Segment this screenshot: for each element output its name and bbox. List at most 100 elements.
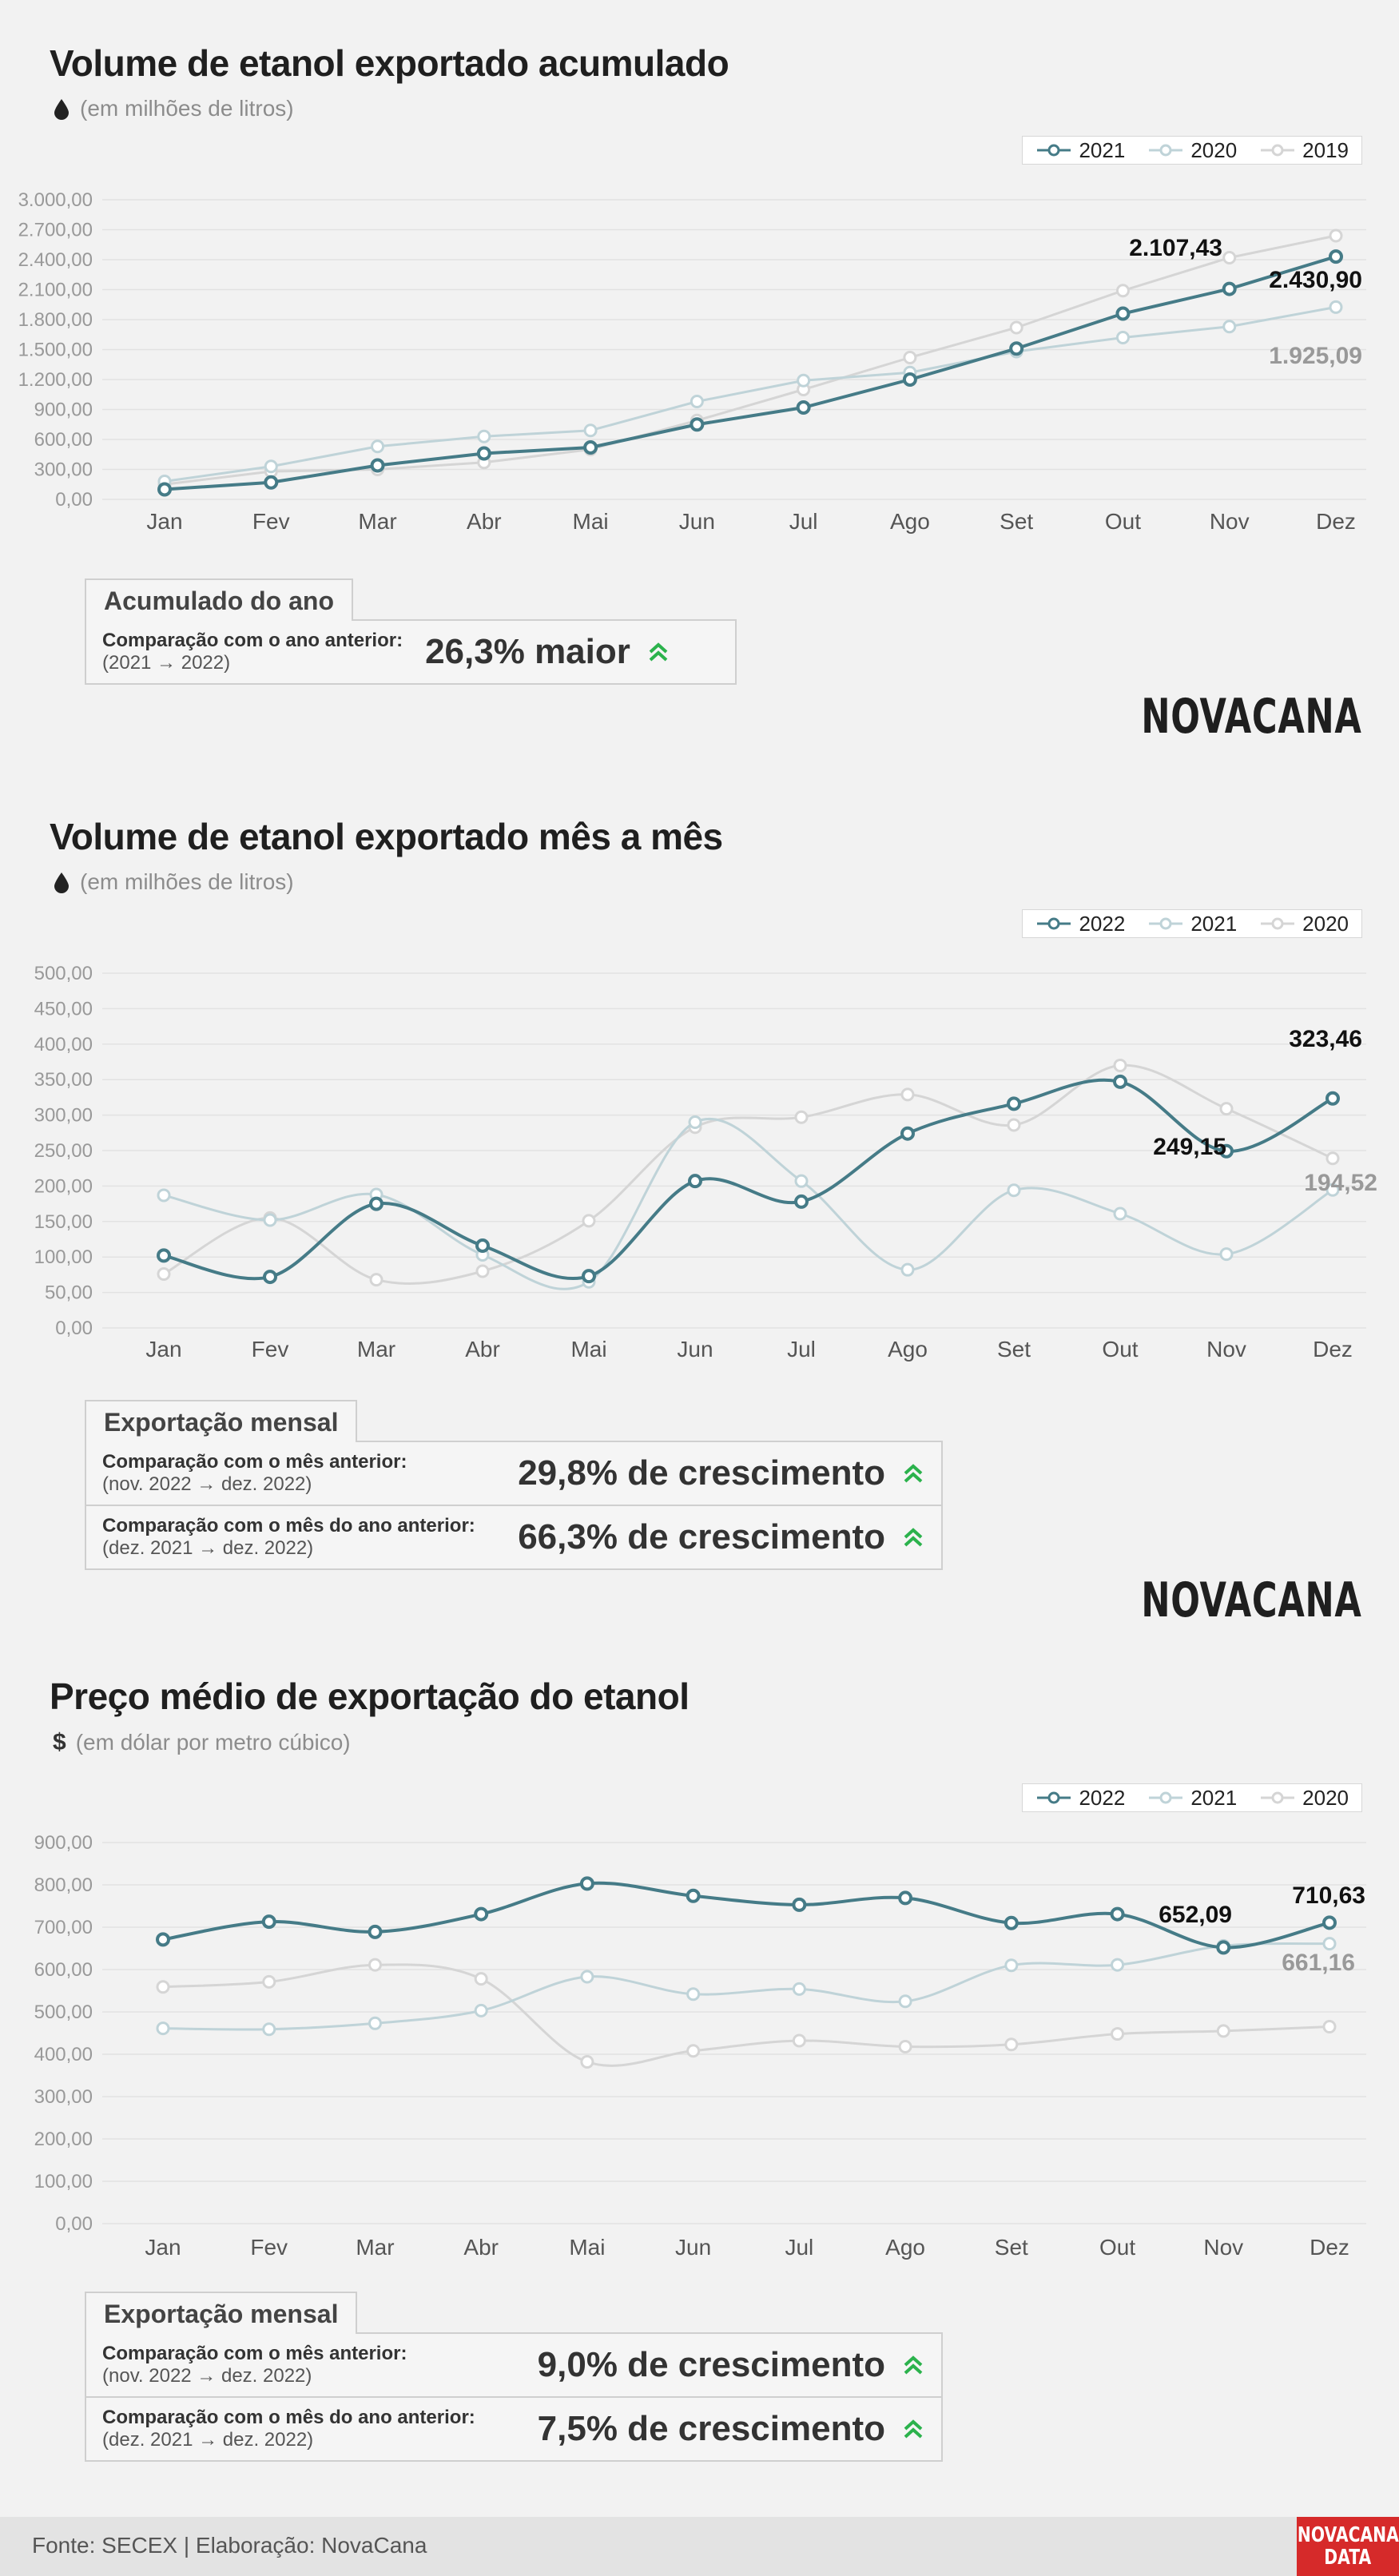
row-value: 66,3% de crescimento — [518, 1517, 925, 1557]
legend-item-2022: 2022 — [1035, 1786, 1125, 1811]
data-point-2022 — [1219, 1143, 1234, 1159]
legend-label: 2020 — [1302, 1785, 1349, 1810]
data-point-2020 — [900, 1087, 915, 1102]
row-value: 9,0% de crescimento — [538, 2345, 925, 2385]
double-chevron-up-icon — [904, 1528, 923, 1547]
summary-box: Acumulado do ano Comparação com o ano an… — [85, 577, 737, 685]
data-point-2021 — [898, 1994, 912, 2009]
y-tick-label: 300,00 — [34, 2086, 93, 2108]
y-tick-label: 1.200,00 — [18, 369, 93, 391]
chart-title: Preço médio de exportação do etanol — [50, 1676, 690, 1717]
y-tick-label: 0,00 — [55, 489, 93, 511]
data-point-2021 — [157, 482, 172, 497]
row-label: Comparação com o mês do ano anterior: — [102, 1515, 475, 1536]
data-point-2020 — [580, 2055, 594, 2069]
x-tick-label: Jun — [675, 2235, 711, 2260]
data-point-2020 — [369, 1273, 384, 1287]
x-tick-label: Nov — [1203, 2235, 1243, 2260]
data-point-2022 — [263, 1270, 277, 1285]
y-tick-label: 100,00 — [34, 2171, 93, 2192]
data-point-2022 — [1110, 1906, 1125, 1922]
data-point-2021 — [262, 2022, 276, 2037]
row-value-text: 7,5% de crescimento — [537, 2409, 885, 2448]
row-period: (dez. 2021 → dez. 2022) — [102, 2429, 314, 2451]
data-point-2020 — [262, 1974, 276, 1989]
data-point-2020 — [1216, 2024, 1230, 2038]
chart-cumulative: 0,00 300,00 600,00 900,00 1.200,00 1.500,00 1.… — [18, 189, 1366, 534]
data-point-2022 — [792, 1897, 807, 1912]
data-point-2020 — [1111, 2027, 1125, 2041]
footer-logo-line1: NOVACANA — [1297, 2523, 1399, 2547]
footer-logo: NOVACANA DATA — [1297, 2517, 1399, 2576]
x-tick-label: Jul — [789, 509, 818, 534]
data-label: 710,63 — [1292, 1882, 1365, 1909]
legend-item-2021: 2021 — [1035, 138, 1125, 163]
data-point-2020 — [474, 1972, 488, 1986]
data-point-2021 — [1325, 1183, 1340, 1197]
data-point-2022 — [1007, 1096, 1021, 1111]
y-tick-label: 300,00 — [34, 459, 93, 481]
double-chevron-up-icon — [649, 642, 668, 662]
y-tick-label: 200,00 — [34, 2129, 93, 2150]
legend-item-2020: 2020 — [1259, 1786, 1349, 1811]
x-tick-label: Fev — [252, 509, 290, 534]
y-tick-label: 450,00 — [34, 998, 93, 1020]
x-tick-label: Jul — [787, 1337, 816, 1362]
row-period: (nov. 2022 → dez. 2022) — [102, 2365, 312, 2387]
data-point-2022 — [688, 1174, 702, 1189]
legend-label: 2021 — [1190, 911, 1238, 936]
unit-label: (em dólar por metro cúbico) — [75, 1730, 351, 1755]
data-label: 2.430,90 — [1269, 267, 1362, 293]
data-point-2022 — [898, 1890, 913, 1906]
x-tick-label: Set — [1000, 509, 1033, 534]
x-tick-label: Jul — [785, 2235, 813, 2260]
x-tick-label: Abr — [465, 1337, 500, 1362]
chart-legend: 2022 2021 2020 — [1022, 1783, 1362, 1812]
legend-swatch — [1037, 917, 1071, 930]
x-tick-label: Jun — [677, 1337, 713, 1362]
y-tick-label: 0,00 — [55, 1318, 93, 1339]
row-value-text: 9,0% de crescimento — [537, 2345, 885, 2384]
x-tick-label: Out — [1099, 2235, 1135, 2260]
data-point-2021 — [583, 440, 598, 455]
data-point-2021 — [794, 1174, 809, 1188]
data-point-2021 — [688, 1115, 702, 1129]
x-tick-label: Mar — [357, 1337, 395, 1362]
data-point-2020 — [1222, 320, 1237, 334]
data-point-2021 — [264, 475, 279, 490]
data-point-2020 — [264, 459, 278, 474]
x-tick-label: Fev — [250, 2235, 288, 2260]
x-tick-label: Abr — [463, 2235, 499, 2260]
row-label: Comparação com o mês anterior: — [102, 1451, 407, 1473]
legend-swatch — [1037, 1791, 1071, 1804]
series-line-2019 — [164, 234, 1337, 486]
data-point-2020 — [1113, 1058, 1127, 1072]
data-point-2020 — [792, 2033, 806, 2048]
data-point-2020 — [1007, 1118, 1021, 1132]
data-point-2020 — [1004, 2037, 1019, 2052]
y-tick-label: 300,00 — [34, 1105, 93, 1127]
data-point-2021 — [1111, 1958, 1125, 1972]
row-value: 26,3% maior — [425, 632, 670, 672]
chart-title: Volume de etanol exportado acumulado — [50, 42, 729, 84]
legend-label: 2019 — [1302, 137, 1349, 162]
row-value-text: 26,3% maior — [425, 632, 630, 671]
summary-row: Comparação com o mês anterior: (nov. 202… — [86, 1442, 941, 1505]
data-point-2020 — [583, 423, 598, 438]
data-point-2021 — [368, 2016, 382, 2030]
summary-box-body: Comparação com o mês anterior: (nov. 202… — [85, 1441, 943, 1570]
x-tick-label: Set — [997, 1337, 1031, 1362]
row-period: (dez. 2021 → dez. 2022) — [102, 1537, 314, 1559]
legend-item-2022: 2022 — [1035, 912, 1125, 936]
data-label: 194,52 — [1304, 1170, 1377, 1196]
data-point-2019 — [1222, 251, 1237, 264]
y-tick-label: 400,00 — [34, 2044, 93, 2065]
data-point-2020 — [797, 373, 811, 388]
unit-label: (em milhões de litros) — [80, 869, 294, 894]
footer-logo-line2: DATA — [1324, 2546, 1372, 2570]
data-point-2022 — [369, 1196, 384, 1211]
data-point-2021 — [792, 1982, 806, 1996]
row-label: Comparação com o mês anterior: — [102, 2343, 407, 2364]
series-line-2020 — [164, 305, 1337, 483]
row-label: Comparação com o ano anterior: — [102, 630, 403, 651]
